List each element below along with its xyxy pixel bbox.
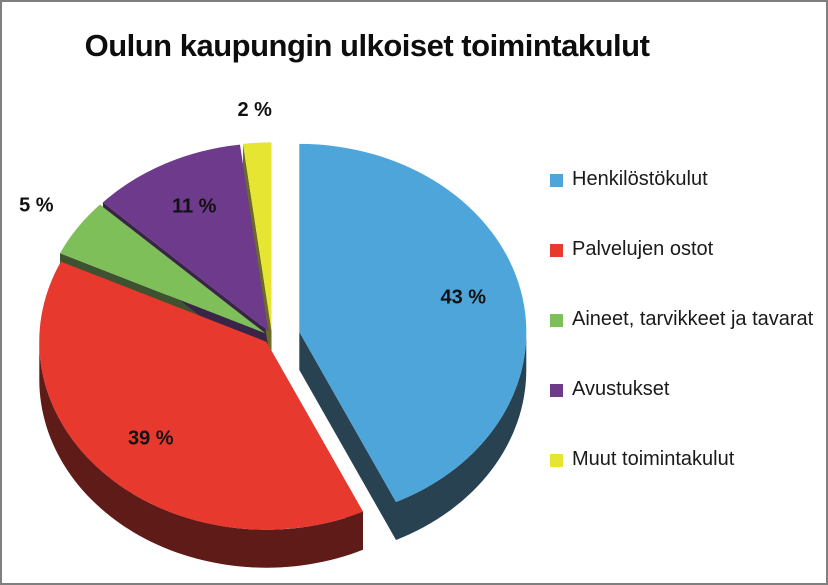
legend-item-henkilostokulut: Henkilöstökulut bbox=[550, 168, 813, 238]
data-label-aineet: 5 % bbox=[19, 194, 54, 216]
pie-slice-palvelujen-ostot bbox=[39, 261, 363, 530]
legend-label-palvelujen-ostot: Palvelujen ostot bbox=[572, 238, 714, 260]
legend-swatch-avustukset bbox=[550, 384, 563, 397]
data-label-palvelujen-ostot: 39 % bbox=[128, 427, 174, 449]
legend: Henkilöstökulut Palvelujen ostot Aineet,… bbox=[550, 168, 813, 518]
legend-item-avustukset: Avustukset bbox=[550, 378, 813, 448]
pie-slice-henkilostokulut bbox=[299, 143, 527, 502]
data-label-avustukset: 11 % bbox=[172, 196, 217, 218]
slice-rim-palvelujen-ostot bbox=[39, 341, 364, 568]
data-label-henkilostokulut: 43 % bbox=[441, 287, 487, 309]
legend-label-henkilostokulut: Henkilöstökulut bbox=[572, 168, 708, 190]
legend-swatch-palvelujen-ostot bbox=[550, 244, 563, 257]
legend-item-aineet: Aineet, tarvikkeet ja tavarat bbox=[550, 308, 813, 378]
chart-title: Oulun kaupungin ulkoiset toimintakulut bbox=[84, 28, 650, 63]
legend-label-aineet: Aineet, tarvikkeet ja tavarat bbox=[572, 308, 814, 330]
pie-slice-avustukset bbox=[102, 144, 269, 332]
data-label-muut: 2 % bbox=[237, 99, 272, 121]
legend-swatch-aineet bbox=[550, 314, 563, 327]
legend-item-muut: Muut toimintakulut bbox=[550, 448, 813, 518]
pie-slice-aineet bbox=[60, 204, 266, 334]
legend-item-palvelujen-ostot: Palvelujen ostot bbox=[550, 238, 813, 308]
slice-rim-henkilostokulut bbox=[396, 331, 527, 540]
legend-label-muut: Muut toimintakulut bbox=[572, 448, 735, 470]
legend-label-avustukset: Avustukset bbox=[572, 378, 670, 400]
pie-slice-muut bbox=[243, 142, 272, 331]
legend-swatch-henkilostokulut bbox=[550, 174, 563, 187]
slice-wall-henkilostokulut-end bbox=[299, 331, 396, 540]
legend-swatch-muut bbox=[550, 454, 563, 467]
